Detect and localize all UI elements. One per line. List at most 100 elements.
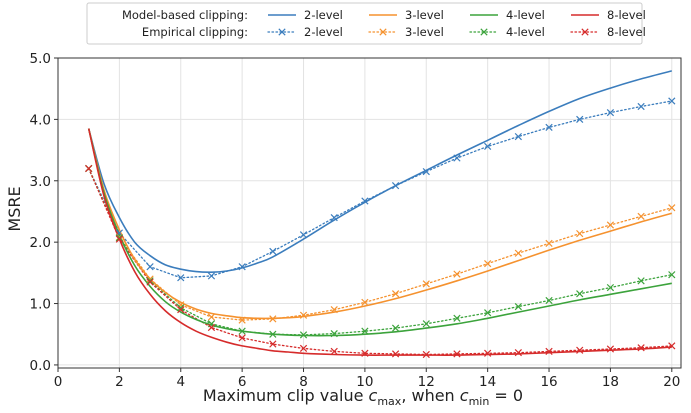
legend-empirical-marker-8-level (581, 28, 589, 36)
empirical-marker-2-level (514, 132, 522, 141)
legend-empirical-label-3-level: 3-level (405, 25, 444, 39)
empirical-marker-4-level (606, 283, 615, 292)
x-axis-title-c-max: c (369, 386, 378, 405)
empirical-marker-4-level (637, 277, 645, 285)
empirical-marker-3-level (391, 290, 400, 298)
y-axis-title: MSRE (5, 186, 24, 231)
empirical-marker-8-level (299, 344, 308, 352)
empirical-marker-4-level (484, 309, 492, 317)
x-tick-label: 10 (356, 374, 373, 390)
empirical-marker-8-level (146, 278, 154, 286)
model-line-3-level (87, 128, 673, 320)
legend: Model-based clipping: Empirical clipping… (86, 2, 646, 45)
empirical-marker-3-level (207, 313, 216, 321)
empirical-marker-4-level (146, 277, 154, 285)
x-tick-label: 4 (176, 374, 185, 390)
empirical-marker-8-level (453, 350, 461, 358)
empirical-marker-3-level (238, 316, 246, 324)
empirical-line-3-level (88, 167, 673, 321)
legend-model-label-3-level: 3-level (405, 8, 444, 22)
empirical-marker-2-level (330, 213, 338, 222)
empirical-marker-2-level (453, 154, 461, 162)
empirical-marker-4-level (576, 290, 584, 298)
y-tick-label: 2.0 (30, 235, 51, 251)
empirical-marker-4-level (238, 327, 246, 335)
empirical-marker-8-level (668, 342, 676, 350)
empirical-marker-2-level (177, 274, 185, 282)
y-tick-label: 0.0 (30, 358, 51, 374)
empirical-marker-3-level (606, 221, 615, 229)
empirical-marker-4-level (177, 304, 185, 312)
empirical-marker-8-level (361, 349, 369, 357)
plot-frame (57, 57, 682, 369)
x-axis-title-min-sub: min (469, 395, 490, 408)
empirical-marker-8-level (514, 349, 522, 357)
empirical-marker-8-level (85, 164, 93, 173)
x-axis-title-max-sub: max (377, 395, 401, 408)
legend-row-label-model: Model-based clipping: (122, 8, 248, 22)
x-tick-label: 16 (540, 374, 557, 390)
empirical-marker-8-level (177, 306, 185, 314)
empirical-marker-3-level (422, 280, 430, 288)
x-tick-label: 20 (663, 374, 680, 390)
empirical-marker-8-level (238, 334, 246, 342)
empirical-marker-4-level (115, 234, 124, 242)
empirical-marker-3-level (637, 212, 645, 221)
empirical-marker-8-level (207, 323, 216, 332)
empirical-marker-4-level (422, 320, 430, 328)
legend-frame (86, 2, 643, 45)
empirical-marker-4-level (514, 302, 522, 311)
empirical-marker-2-level (391, 182, 400, 190)
legend-empirical-label-4-level: 4-level (506, 25, 545, 39)
empirical-marker-2-level (299, 231, 308, 239)
empirical-marker-2-level (238, 263, 246, 271)
empirical-marker-2-level (269, 247, 277, 255)
empirical-marker-4-level (545, 296, 553, 305)
empirical-marker-8-level (545, 347, 553, 356)
empirical-marker-8-level (391, 350, 400, 358)
y-tick-label: 5.0 (30, 51, 51, 67)
x-tick-label: 8 (299, 374, 308, 390)
empirical-marker-2-level (361, 197, 369, 205)
legend-model-label-2-level: 2-level (304, 8, 343, 22)
legend-model-label-8-level: 8-level (607, 8, 646, 22)
x-axis-title-mid: , when (401, 386, 459, 405)
legend-empirical-marker-3-level (379, 28, 387, 36)
legend-empirical-label-8-level: 8-level (607, 25, 646, 39)
empirical-marker-4-level (668, 271, 676, 279)
empirical-marker-3-level (545, 239, 553, 248)
empirical-marker-2-level (545, 123, 553, 131)
x-tick-label: 0 (54, 374, 63, 390)
legend-model-label-4-level: 4-level (506, 8, 545, 22)
empirical-marker-4-level (453, 314, 461, 322)
empirical-marker-8-level (637, 344, 645, 352)
x-tick-label: 6 (238, 374, 247, 390)
x-axis-title: Maximum clip value cmax, when cmin = 0 (203, 386, 523, 408)
x-axis-title-c-min: c (460, 386, 469, 405)
empirical-marker-3-level (361, 298, 369, 306)
empirical-marker-8-level (576, 346, 584, 354)
empirical-marker-3-level (668, 204, 676, 212)
empirical-marker-4-level (391, 324, 400, 332)
empirical-marker-3-level (299, 311, 308, 319)
empirical-marker-8-level (606, 345, 615, 353)
x-axis-title-prefix: Maximum clip value (203, 386, 369, 405)
x-tick-label: 12 (418, 374, 435, 390)
empirical-marker-2-level (484, 142, 492, 151)
empirical-line-4-level (88, 167, 673, 336)
empirical-marker-2-level (207, 272, 216, 280)
empirical-marker-2-level (606, 109, 615, 117)
empirical-marker-3-level (453, 270, 461, 278)
empirical-marker-3-level (269, 315, 277, 323)
model-line-8-level (87, 128, 672, 356)
empirical-marker-2-level (146, 263, 154, 271)
empirical-marker-4-level (299, 331, 308, 339)
x-tick-label: 2 (115, 374, 124, 390)
empirical-marker-2-level (422, 167, 430, 176)
empirical-marker-3-level (330, 306, 338, 314)
empirical-marker-4-level (361, 327, 369, 335)
x-axis-title-suffix: = 0 (489, 386, 523, 405)
empirical-marker-2-level (576, 115, 584, 124)
